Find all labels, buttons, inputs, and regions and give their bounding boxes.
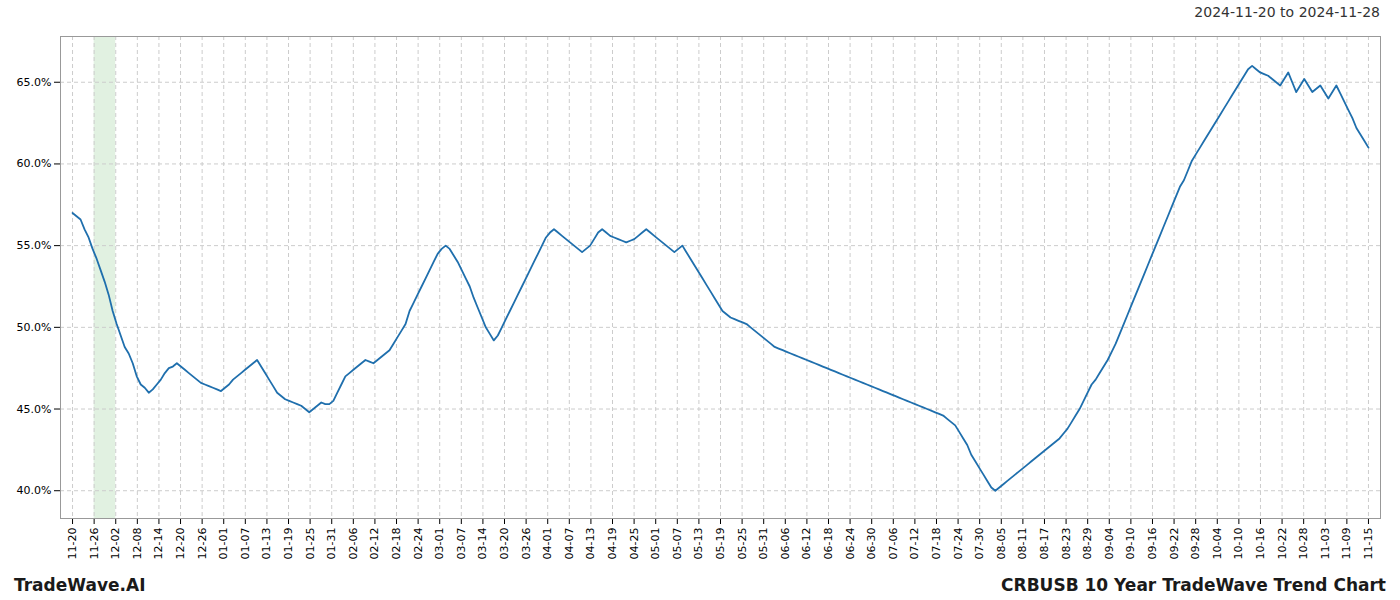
- svg-text:02-06: 02-06: [347, 528, 360, 560]
- svg-text:07-30: 07-30: [973, 528, 986, 560]
- svg-text:12-08: 12-08: [131, 528, 144, 560]
- svg-text:07-12: 07-12: [908, 528, 921, 560]
- svg-text:11-09: 11-09: [1340, 528, 1353, 560]
- svg-text:05-13: 05-13: [692, 528, 705, 560]
- svg-text:10-28: 10-28: [1297, 528, 1310, 560]
- svg-text:05-07: 05-07: [671, 528, 684, 560]
- svg-text:05-01: 05-01: [649, 528, 662, 560]
- svg-text:01-13: 01-13: [260, 528, 273, 560]
- svg-text:06-18: 06-18: [822, 528, 835, 560]
- svg-text:06-24: 06-24: [844, 528, 857, 560]
- svg-text:09-16: 09-16: [1146, 528, 1159, 560]
- svg-text:09-28: 09-28: [1189, 528, 1202, 560]
- svg-text:03-14: 03-14: [476, 528, 489, 560]
- svg-text:08-11: 08-11: [1016, 528, 1029, 560]
- svg-text:01-25: 01-25: [304, 528, 317, 560]
- svg-text:10-22: 10-22: [1276, 528, 1289, 560]
- svg-text:05-19: 05-19: [714, 528, 727, 560]
- svg-text:02-18: 02-18: [390, 528, 403, 560]
- svg-text:12-02: 12-02: [109, 528, 122, 560]
- svg-text:12-26: 12-26: [196, 528, 209, 560]
- svg-text:09-10: 09-10: [1124, 528, 1137, 560]
- svg-text:09-04: 09-04: [1103, 528, 1116, 560]
- html-text:2024-11-20 to 2024-11-28: 2024-11-20 to 2024-11-28: [1194, 4, 1380, 20]
- svg-text:04-07: 04-07: [563, 528, 576, 560]
- svg-text:11-03: 11-03: [1319, 528, 1332, 560]
- svg-text:01-19: 01-19: [282, 528, 295, 560]
- svg-text:01-07: 01-07: [239, 528, 252, 560]
- svg-text:01-31: 01-31: [325, 528, 338, 560]
- svg-text:08-29: 08-29: [1081, 528, 1094, 560]
- svg-text:02-24: 02-24: [412, 528, 425, 560]
- svg-text:10-10: 10-10: [1232, 528, 1245, 560]
- svg-text:06-12: 06-12: [800, 528, 813, 560]
- svg-text:07-18: 07-18: [930, 528, 943, 560]
- svg-text:07-24: 07-24: [952, 528, 965, 560]
- svg-text:04-25: 04-25: [628, 528, 641, 560]
- svg-text:03-07: 03-07: [455, 528, 468, 560]
- svg-text:11-15: 11-15: [1362, 528, 1375, 560]
- svg-text:60.0%: 60.0%: [17, 157, 52, 170]
- svg-text:09-22: 09-22: [1168, 528, 1181, 560]
- svg-text:04-01: 04-01: [541, 528, 554, 560]
- svg-text:40.0%: 40.0%: [17, 484, 52, 497]
- html-text:TradeWave.AI: TradeWave.AI: [14, 575, 146, 595]
- svg-text:04-19: 04-19: [606, 528, 619, 560]
- svg-text:01-01: 01-01: [217, 528, 230, 560]
- svg-text:11-26: 11-26: [88, 528, 101, 560]
- svg-text:08-05: 08-05: [995, 528, 1008, 560]
- svg-text:45.0%: 45.0%: [17, 403, 52, 416]
- svg-text:05-31: 05-31: [757, 528, 770, 560]
- svg-text:07-06: 07-06: [887, 528, 900, 560]
- svg-text:12-14: 12-14: [152, 528, 165, 560]
- svg-text:02-12: 02-12: [368, 528, 381, 560]
- svg-text:03-26: 03-26: [520, 528, 533, 560]
- svg-text:10-16: 10-16: [1254, 528, 1267, 560]
- svg-text:12-20: 12-20: [174, 528, 187, 560]
- svg-text:03-01: 03-01: [433, 528, 446, 560]
- svg-text:65.0%: 65.0%: [17, 76, 52, 89]
- svg-text:55.0%: 55.0%: [17, 239, 52, 252]
- html-text:CRBUSB 10 Year TradeWave Trend: CRBUSB 10 Year TradeWave Trend Chart: [1001, 575, 1386, 595]
- svg-text:03-20: 03-20: [498, 528, 511, 560]
- svg-text:50.0%: 50.0%: [17, 321, 52, 334]
- svg-text:06-30: 06-30: [865, 528, 878, 560]
- svg-text:04-13: 04-13: [584, 528, 597, 560]
- svg-text:08-17: 08-17: [1038, 528, 1051, 560]
- svg-text:10-04: 10-04: [1211, 528, 1224, 560]
- svg-text:06-06: 06-06: [779, 528, 792, 560]
- svg-text:11-20: 11-20: [66, 528, 79, 560]
- svg-text:08-23: 08-23: [1060, 528, 1073, 560]
- svg-text:05-25: 05-25: [736, 528, 749, 560]
